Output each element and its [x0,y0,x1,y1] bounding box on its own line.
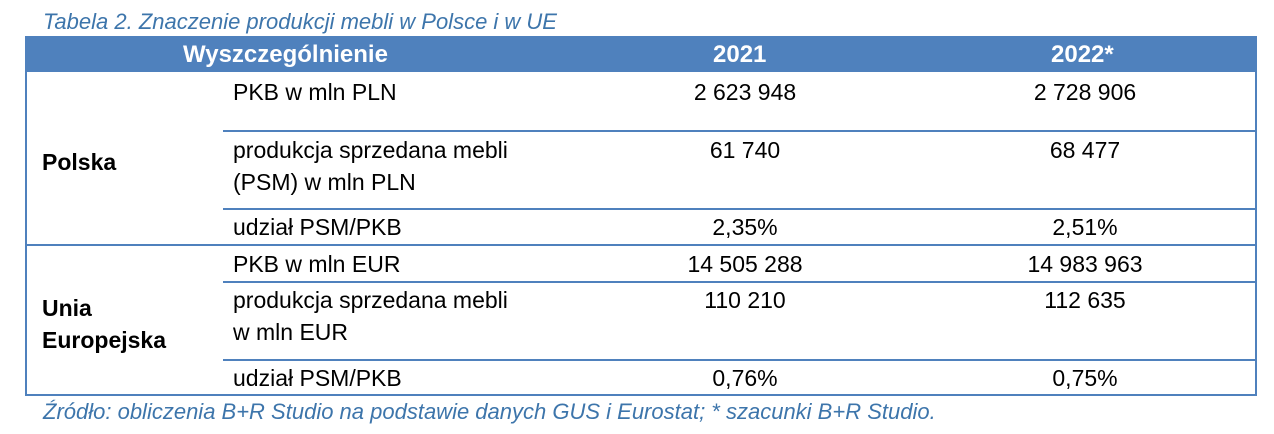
header-2021: 2021 [713,41,767,68]
row-divider [223,359,1255,361]
row-label-cont: w mln EUR [233,319,349,345]
row-label: produkcja sprzedana mebli [233,137,508,163]
right-border [1255,72,1257,396]
header-2022: 2022* [1051,41,1114,68]
group-label-ue-cont: Europejska [42,327,166,353]
table-header-row: Wyszczególnienie 2021 2022* [27,38,1255,72]
value-2021: 61 740 [709,137,781,163]
value-2022: 68 477 [1049,137,1121,163]
value-2021: 110 210 [704,287,786,313]
value-2021: 2 623 948 [693,79,797,105]
value-2021: 0,76% [712,365,778,391]
group-divider [27,244,1255,246]
row-label-cont: (PSM) w mln PLN [233,169,416,195]
group-label-polska: Polska [42,149,117,175]
row-label: PKB w mln PLN [233,79,397,105]
row-divider [223,130,1255,132]
header-specification: Wyszczególnienie [183,41,388,68]
row-divider [223,208,1255,210]
data-table: Wyszczególnienie 2021 2022* Polska PKB w… [25,36,1257,396]
value-2022: 2,51% [1052,214,1118,240]
value-2022: 2 728 906 [1033,79,1137,105]
table-source-note: Źródło: obliczenia B+R Studio na podstaw… [43,399,936,424]
table-caption: Tabela 2. Znaczenie produkcji mebli w Po… [43,9,557,34]
value-2022: 14 983 963 [1027,251,1143,277]
value-2022: 0,75% [1052,365,1118,391]
value-2021: 2,35% [712,214,778,240]
row-label: udział PSM/PKB [233,365,402,391]
row-divider [223,281,1255,283]
row-label: udział PSM/PKB [233,214,402,240]
row-label: produkcja sprzedana mebli [233,287,508,313]
value-2021: 14 505 288 [687,251,803,277]
value-2022: 112 635 [1044,287,1126,313]
row-label: PKB w mln EUR [233,251,401,277]
group-label-ue: Unia [42,295,92,321]
